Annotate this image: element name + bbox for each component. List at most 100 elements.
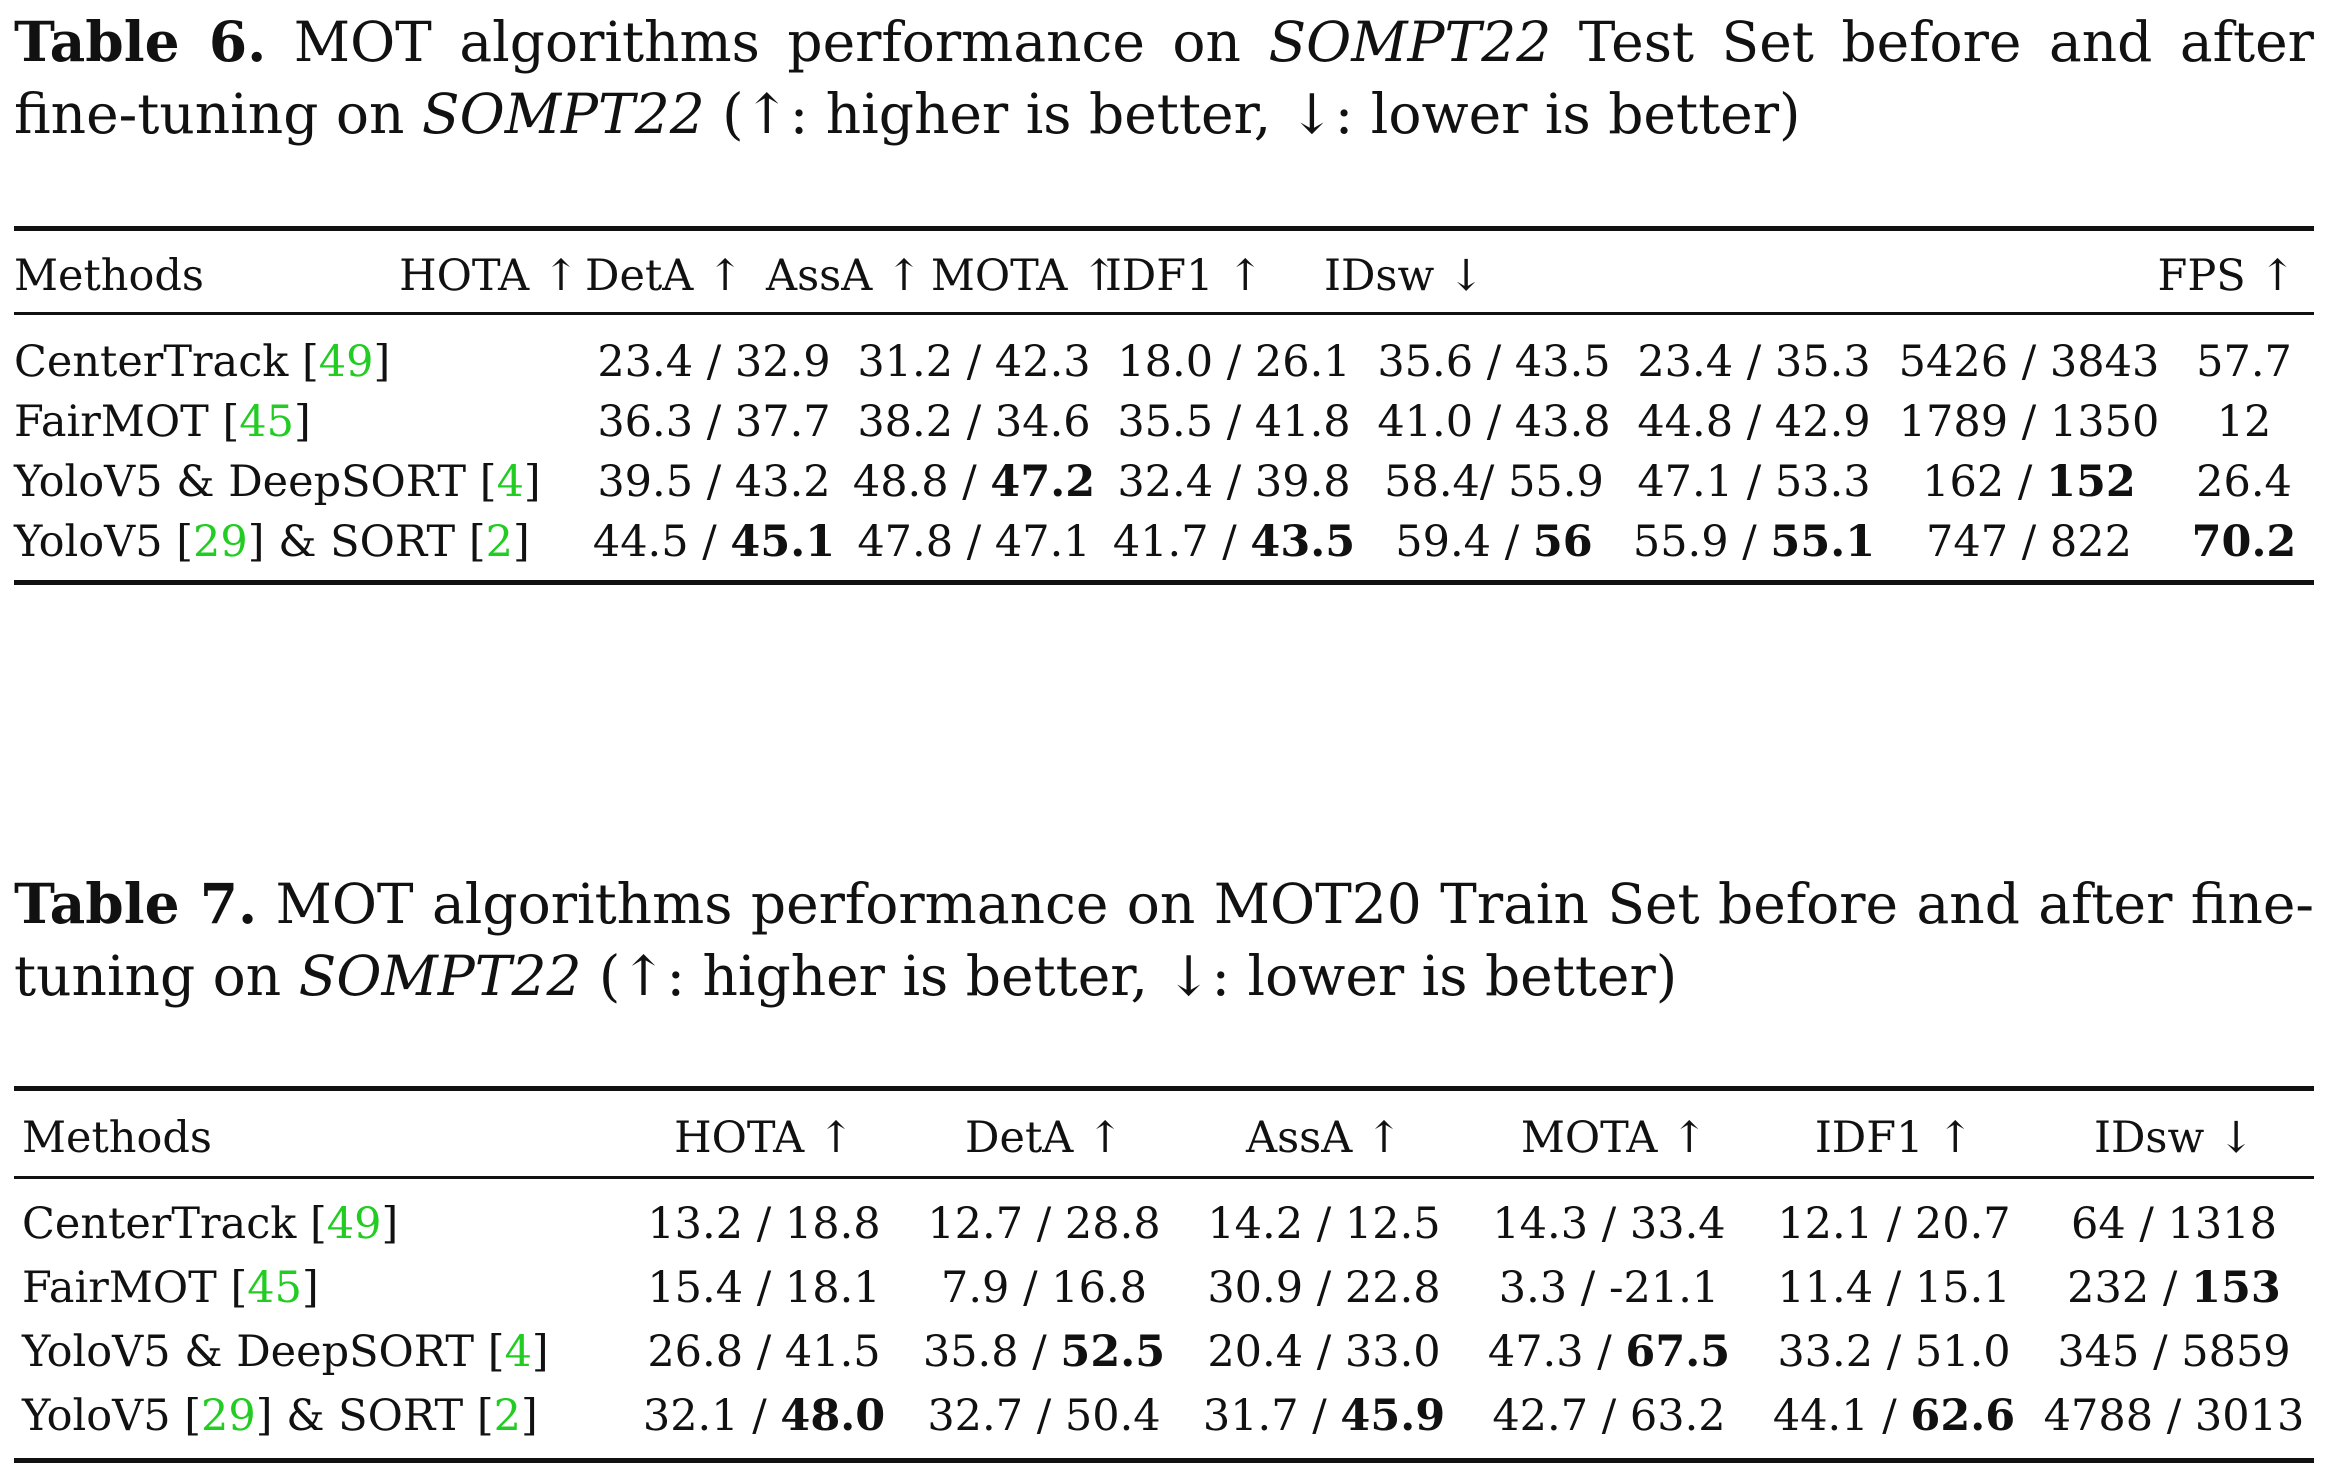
- idsw-cell: 747 / 822: [1926, 517, 2132, 567]
- assa-cell: 35.5 / 41.8: [1117, 397, 1351, 447]
- hota-cell: 36.3 / 37.7: [597, 397, 831, 447]
- assa-cell: 30.9 / 22.8: [1207, 1263, 1441, 1313]
- table-row: CenterTrack [49] 13.2 / 18.8 12.7 / 28.8…: [14, 1194, 2314, 1254]
- idf1-cell: 44.1 / 62.6: [1772, 1391, 2016, 1441]
- assa-cell: 14.2 / 12.5: [1207, 1199, 1441, 1249]
- method-name: FairMOT [45]: [22, 1263, 319, 1313]
- deta-cell: 35.8 / 52.5: [922, 1327, 1166, 1377]
- hota-cell: 13.2 / 18.8: [647, 1199, 881, 1249]
- idf1-cell: 55.9 / 55.1: [1632, 517, 1876, 567]
- citation-link[interactable]: 45: [247, 1263, 302, 1313]
- fps-cell: 57.7: [2196, 337, 2292, 387]
- idf1-cell: 47.1 / 53.3: [1637, 457, 1871, 507]
- col-header-deta: DetA ↑: [965, 1113, 1123, 1163]
- citation-link[interactable]: 4: [504, 1327, 532, 1377]
- citation-link[interactable]: 2: [493, 1391, 521, 1441]
- assa-cell: 18.0 / 26.1: [1117, 337, 1351, 387]
- caption-label: Table 6.: [14, 9, 267, 74]
- col-header-methods: Methods: [22, 1113, 212, 1163]
- idsw-cell: 5426 / 3843: [1898, 337, 2160, 387]
- method-name: YoloV5 & DeepSORT [4]: [22, 1327, 549, 1377]
- table-row: YoloV5 & DeepSORT [4] 26.8 / 41.5 35.8 /…: [14, 1322, 2314, 1382]
- table-row: YoloV5 [29] & SORT [2] 32.1 / 48.0 32.7 …: [14, 1386, 2314, 1446]
- table-header-rule: [14, 1176, 2314, 1179]
- citation-link[interactable]: 4: [496, 457, 524, 507]
- idsw-cell: 232 / 153: [2067, 1263, 2281, 1313]
- col-header-assa: AssA ↑: [766, 251, 922, 301]
- mota-cell: 42.7 / 63.2: [1492, 1391, 1726, 1441]
- col-header-deta: DetA ↑: [585, 251, 743, 301]
- deta-cell: 48.8 / 47.2: [852, 457, 1096, 507]
- citation-link[interactable]: 49: [318, 337, 374, 387]
- table-header-row: Methods HOTA ↑ DetA ↑ AssA ↑ MOTA ↑ IDF1…: [14, 1108, 2314, 1168]
- idf1-cell: 44.8 / 42.9: [1637, 397, 1871, 447]
- mota-cell: 3.3 / -21.1: [1498, 1263, 1720, 1313]
- caption-label: Table 7.: [14, 871, 258, 936]
- deta-cell: 31.2 / 42.3: [857, 337, 1091, 387]
- table-row: YoloV5 [29] & SORT [2] 44.5 / 45.1 47.8 …: [14, 512, 2314, 572]
- table-top-rule: [14, 1086, 2314, 1091]
- idsw-cell: 162 / 152: [1922, 457, 2136, 507]
- table-row: FairMOT [45] 15.4 / 18.1 7.9 / 16.8 30.9…: [14, 1258, 2314, 1318]
- method-name: YoloV5 & DeepSORT [4]: [14, 457, 541, 507]
- method-name: YoloV5 [29] & SORT [2]: [22, 1391, 538, 1441]
- col-header-idf1: IDF1 ↑: [1104, 251, 1264, 301]
- col-header-idsw: IDsw ↓: [2093, 1113, 2255, 1163]
- col-header-fps: FPS ↑: [2157, 251, 2296, 301]
- hota-cell: 39.5 / 43.2: [597, 457, 831, 507]
- table-7-caption: Table 7. MOT algorithms performance on M…: [14, 871, 2315, 1008]
- table-6: Table 6. MOT algorithms performance on S…: [14, 6, 2314, 586]
- mota-cell: 59.4 / 56: [1395, 517, 1593, 567]
- assa-cell: 32.4 / 39.8: [1117, 457, 1351, 507]
- deta-cell: 7.9 / 16.8: [941, 1263, 1147, 1313]
- method-name: CenterTrack [49]: [14, 337, 391, 387]
- col-header-methods: Methods: [14, 251, 204, 301]
- fps-cell: 26.4: [2196, 457, 2292, 507]
- fps-cell: 70.2: [2191, 517, 2297, 567]
- citation-link[interactable]: 29: [193, 517, 248, 567]
- col-header-assa: AssA ↑: [1246, 1113, 1402, 1163]
- idf1-cell: 23.4 / 35.3: [1637, 337, 1871, 387]
- table-header-rule: [14, 312, 2314, 315]
- method-name: FairMOT [45]: [14, 397, 311, 447]
- assa-cell: 41.7 / 43.5: [1112, 517, 1356, 567]
- idsw-cell: 345 / 5859: [2057, 1327, 2291, 1377]
- method-name: CenterTrack [49]: [22, 1199, 399, 1249]
- mota-cell: 41.0 / 43.8: [1377, 397, 1611, 447]
- citation-link[interactable]: 49: [326, 1199, 382, 1249]
- table-row: YoloV5 & DeepSORT [4] 39.5 / 43.2 48.8 /…: [14, 452, 2314, 512]
- idf1-cell: 12.1 / 20.7: [1777, 1199, 2011, 1249]
- table-top-rule: [14, 226, 2314, 231]
- table-row: CenterTrack [49] 23.4 / 32.9 31.2 / 42.3…: [14, 332, 2314, 392]
- hota-cell: 15.4 / 18.1: [647, 1263, 881, 1313]
- col-header-idf1: IDF1 ↑: [1814, 1113, 1974, 1163]
- table-7: Table 7. MOT algorithms performance on M…: [14, 868, 2314, 1468]
- idf1-cell: 11.4 / 15.1: [1777, 1263, 2011, 1313]
- method-name: YoloV5 [29] & SORT [2]: [14, 517, 530, 567]
- citation-link[interactable]: 2: [485, 517, 513, 567]
- deta-cell: 47.8 / 47.1: [857, 517, 1091, 567]
- table-bottom-rule: [14, 580, 2314, 585]
- table-6-caption: Table 6. MOT algorithms performance on S…: [14, 9, 2314, 146]
- hota-cell: 23.4 / 32.9: [597, 337, 831, 387]
- deta-cell: 12.7 / 28.8: [927, 1199, 1161, 1249]
- mota-cell: 58.4/ 55.9: [1384, 457, 1604, 507]
- col-header-idsw: IDsw ↓: [1323, 251, 1485, 301]
- deta-cell: 38.2 / 34.6: [857, 397, 1091, 447]
- idsw-cell: 64 / 1318: [2071, 1199, 2277, 1249]
- citation-link[interactable]: 45: [239, 397, 294, 447]
- table-bottom-rule: [14, 1458, 2314, 1463]
- table-header-row: Methods HOTA ↑ DetA ↑ AssA ↑ MOTA ↑ IDF1…: [14, 246, 2314, 306]
- deta-cell: 32.7 / 50.4: [927, 1391, 1161, 1441]
- mota-cell: 14.3 / 33.4: [1492, 1199, 1726, 1249]
- idsw-cell: 4788 / 3013: [2043, 1391, 2305, 1441]
- assa-cell: 20.4 / 33.0: [1207, 1327, 1441, 1377]
- col-header-mota: MOTA ↑: [930, 251, 1118, 301]
- col-header-hota: HOTA ↑: [674, 1113, 854, 1163]
- hota-cell: 44.5 / 45.1: [592, 517, 836, 567]
- table-row: FairMOT [45] 36.3 / 37.7 38.2 / 34.6 35.…: [14, 392, 2314, 452]
- hota-cell: 26.8 / 41.5: [647, 1327, 881, 1377]
- citation-link[interactable]: 29: [201, 1391, 256, 1441]
- assa-cell: 31.7 / 45.9: [1202, 1391, 1446, 1441]
- col-header-hota: HOTA ↑: [399, 251, 579, 301]
